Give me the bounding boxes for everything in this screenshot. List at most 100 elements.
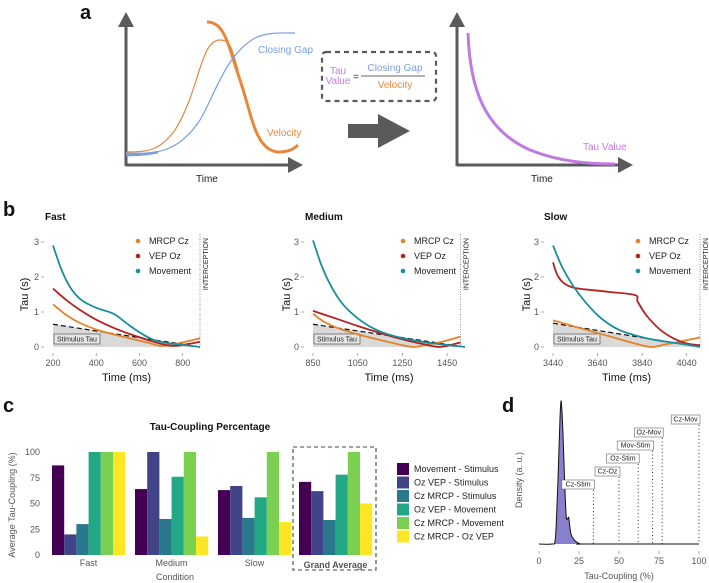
marker-label: Oz-Stim [610,456,635,463]
marker-badge [561,479,595,490]
series-line-movement [552,245,701,348]
y-tick-label: 3 [294,237,299,247]
bar-medium-2 [159,518,172,555]
plot-title: Fast [45,212,66,223]
transform-arrow-icon [348,114,410,148]
formula-equals: = [353,72,359,83]
plot-title: Medium [305,212,343,223]
x-tick-label: 0 [536,556,541,566]
formula-tau-line2: Value [326,76,351,87]
panel-a: a Closing Gap Velocity Time Tau Value = … [80,2,633,185]
legend-swatch [397,503,409,516]
legend-marker [135,238,141,244]
category-label: Slow [245,558,265,568]
y-tick-label: 0 [294,342,299,352]
legend-label: Movement - Stimulus [414,464,499,474]
legend-swatch [397,476,409,489]
legend-label: MRCP Cz [414,236,454,246]
bar-grand-average-1 [311,491,324,555]
marker-label: Mov-Stim [621,443,651,450]
legend-swatch [397,517,409,529]
x-tick-label: 4040 [677,358,697,368]
panel-a-left-plot: Closing Gap Velocity Time [118,12,313,185]
tau-coupling-bar-chart: Tau-Coupling Percentage 0 25 50 75 100 Average… [7,422,504,582]
bar-fast-2 [76,524,89,555]
bar-grand-average-2 [323,519,336,555]
y-tick-label: 75 [30,473,40,483]
tau-coupling-density-plot: 0 25 50 75 100 Tau-Coupling (%) Density (a. u.… [514,400,707,581]
bar-slow-4 [266,452,279,555]
closing-gap-label: Closing Gap [258,45,313,56]
legend-label: Movement [149,266,192,276]
y-tick-label: 1 [294,307,299,317]
x-axis-arrow-icon [618,157,633,173]
series-line-vep-oz [552,262,701,347]
series-line-vep-oz [52,287,201,347]
stimulus-tau-label: Stimulus Tau [557,337,597,344]
series-line-mrcp-cz [552,319,701,348]
plot-title: Slow [544,212,568,223]
bar-fast-0 [52,465,65,555]
bar-grand-average-4 [347,452,360,555]
tau-value-label: Tau Value [583,142,627,153]
series-line-vep-oz [312,310,461,348]
marker-badge [594,466,621,477]
marker-badge [616,440,654,451]
panel-label-b: b [3,199,15,221]
interception-label: INTERCEPTION [703,238,709,290]
bar-medium-4 [183,452,196,555]
bar-slow-1 [230,485,243,555]
x-tick-label: 850 [305,358,320,368]
y-tick-label: 50 [30,499,40,509]
x-tick-label: 200 [45,358,60,368]
legend-marker [400,238,406,244]
legend-label: VEP Oz [649,251,681,261]
y-axis-label: Density (a. u.) [514,452,524,508]
y-tick-label: 0 [35,550,40,560]
series-line-mrcp-cz [312,313,461,348]
legend-swatch [397,490,409,502]
x-tick-label: 100 [691,556,706,566]
legend-label: Movement [414,266,457,276]
chart-title: Tau-Coupling Percentage [150,422,271,433]
closing-gap-curve-start [125,150,159,157]
x-tick-label: 800 [175,358,190,368]
panel-label-d: d [502,395,514,417]
legend-marker [135,268,141,274]
category-label: Fast [80,558,98,568]
tau-plot-slow: Slow 0 1 2 3 3440 3640 3840 4040 Time (ms) Tau (s)… [521,212,709,384]
formula-tau-line1: Tau [330,66,346,77]
y-axis-arrow-icon [449,12,465,27]
closing-gap-curve [125,32,296,154]
y-tick-label: 2 [534,272,539,282]
y-tick-label: 1 [534,307,539,317]
legend-label: Oz VEP - Stimulus [414,478,489,488]
x-axis-arrow-icon [288,157,303,173]
legend-label: Cz MRCP - Oz VEP [414,532,494,542]
legend-label: Oz VEP - Movement [414,505,496,515]
legend-label: MRCP Cz [649,236,689,246]
x-tick-label: 1250 [392,358,412,368]
x-tick-label: 3840 [632,358,652,368]
bar-slow-2 [242,517,255,555]
legend-label: VEP Oz [414,251,446,261]
velocity-label: Velocity [267,128,301,139]
bar-fast-1 [64,534,77,555]
legend-label: VEP Oz [149,251,181,261]
velocity-curve-fall [206,20,300,154]
legend-marker [400,253,406,259]
panel-c: c Tau-Coupling Percentage 0 25 50 75 100 Avera… [3,395,504,582]
panel-d: d 0 25 50 75 100 Tau-Coupling (%) Density (a. … [502,395,707,581]
x-tick-label: 600 [132,358,147,368]
y-axis-label: Average Tau-Coupling (%) [7,452,17,557]
legend-marker [135,253,141,259]
bar-slow-3 [254,497,267,555]
interception-label: INTERCEPTION [464,238,471,290]
density-outline [538,400,699,545]
x-tick-label: 50 [614,556,624,566]
y-tick-label: 25 [30,524,40,534]
x-axis-label: Tau-Coupling (%) [584,571,654,581]
stimulus-tau-label: Stimulus Tau [317,337,357,344]
bar-medium-3 [171,476,184,555]
